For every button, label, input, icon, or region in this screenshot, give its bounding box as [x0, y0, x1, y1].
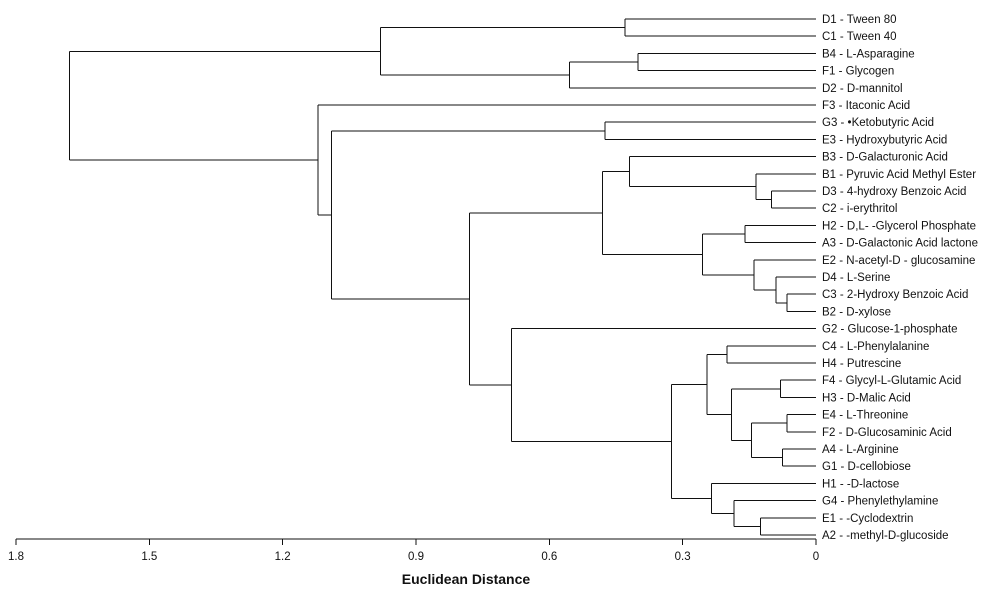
leaf-label-d2: D2 - D-mannitol — [822, 83, 903, 95]
x-tick-label-0.3: 0.3 — [675, 551, 691, 563]
x-tick-label-0.9: 0.9 — [408, 551, 424, 563]
leaf-label-f1: F1 - Glycogen — [822, 66, 894, 78]
leaf-label-b1: B1 - Pyruvic Acid Methyl Ester — [822, 169, 976, 181]
leaf-label-b3: B3 - D-Galacturonic Acid — [822, 152, 948, 164]
leaf-label-c1: C1 - Tween 40 — [822, 31, 897, 43]
leaf-label-b2: B2 - D-xylose — [822, 306, 891, 318]
leaf-label-a2: A2 - -methyl-D-glucoside — [822, 530, 949, 542]
x-tick-label-1.2: 1.2 — [275, 551, 291, 563]
leaf-label-d1: D1 - Tween 80 — [822, 14, 897, 26]
x-axis: 1.8 1.5 1.2 0.9 0.6 0.3 0 — [8, 538, 819, 563]
leaf-label-h4: H4 - Putrescine — [822, 358, 901, 370]
leaf-label-d3: D3 - 4-hydroxy Benzoic Acid — [822, 186, 966, 198]
leaf-label-a3: A3 - D-Galactonic Acid lactone — [822, 238, 978, 250]
leaf-label-g4: G4 - Phenylethylamine — [822, 496, 938, 508]
dendrogram-branches — [68, 18, 816, 536]
leaf-label-f3: F3 - Itaconic Acid — [822, 100, 910, 112]
leaf-label-c2: C2 - i-erythritol — [822, 203, 897, 215]
leaf-label-f2: F2 - D-Glucosaminic Acid — [822, 427, 952, 439]
leaf-label-e1: E1 - -Cyclodextrin — [822, 513, 913, 525]
leaf-labels: D1 - Tween 80 C1 - Tween 40 B4 - L-Asparag… — [822, 14, 978, 542]
leaf-label-b4: B4 - L-Asparagine — [822, 48, 915, 60]
leaf-label-f4: F4 - Glycyl-L-Glutamic Acid — [822, 375, 961, 387]
leaf-label-c4: C4 - L-Phenylalanine — [822, 341, 929, 353]
leaf-label-e4: E4 - L-Threonine — [822, 410, 908, 422]
x-tick-label-1.8: 1.8 — [8, 551, 24, 563]
leaf-label-h3: H3 - D-Malic Acid — [822, 392, 911, 404]
x-tick-label-0.6: 0.6 — [541, 551, 557, 563]
x-tick-label-1.5: 1.5 — [141, 551, 157, 563]
leaf-label-h2: H2 - D,L- -Glycerol Phosphate — [822, 220, 976, 232]
leaf-label-e3: E3 - Hydroxybutyric Acid — [822, 134, 947, 146]
leaf-label-g1: G1 - D-cellobiose — [822, 461, 911, 473]
leaf-label-h1: H1 - -D-lactose — [822, 478, 899, 490]
leaf-label-g2: G2 - Glucose-1-phosphate — [822, 324, 958, 336]
x-axis-title: Euclidean Distance — [402, 571, 531, 587]
x-tick-label-0: 0 — [813, 551, 819, 563]
leaf-label-e2: E2 - N-acetyl-D - glucosamine — [822, 255, 975, 267]
leaf-label-c3: C3 - 2-Hydroxy Benzoic Acid — [822, 289, 968, 301]
leaf-label-a4: A4 - L-Arginine — [822, 444, 899, 456]
leaf-label-g3: G3 - •Ketobutyric Acid — [822, 117, 934, 129]
leaf-label-d4: D4 - L-Serine — [822, 272, 890, 284]
